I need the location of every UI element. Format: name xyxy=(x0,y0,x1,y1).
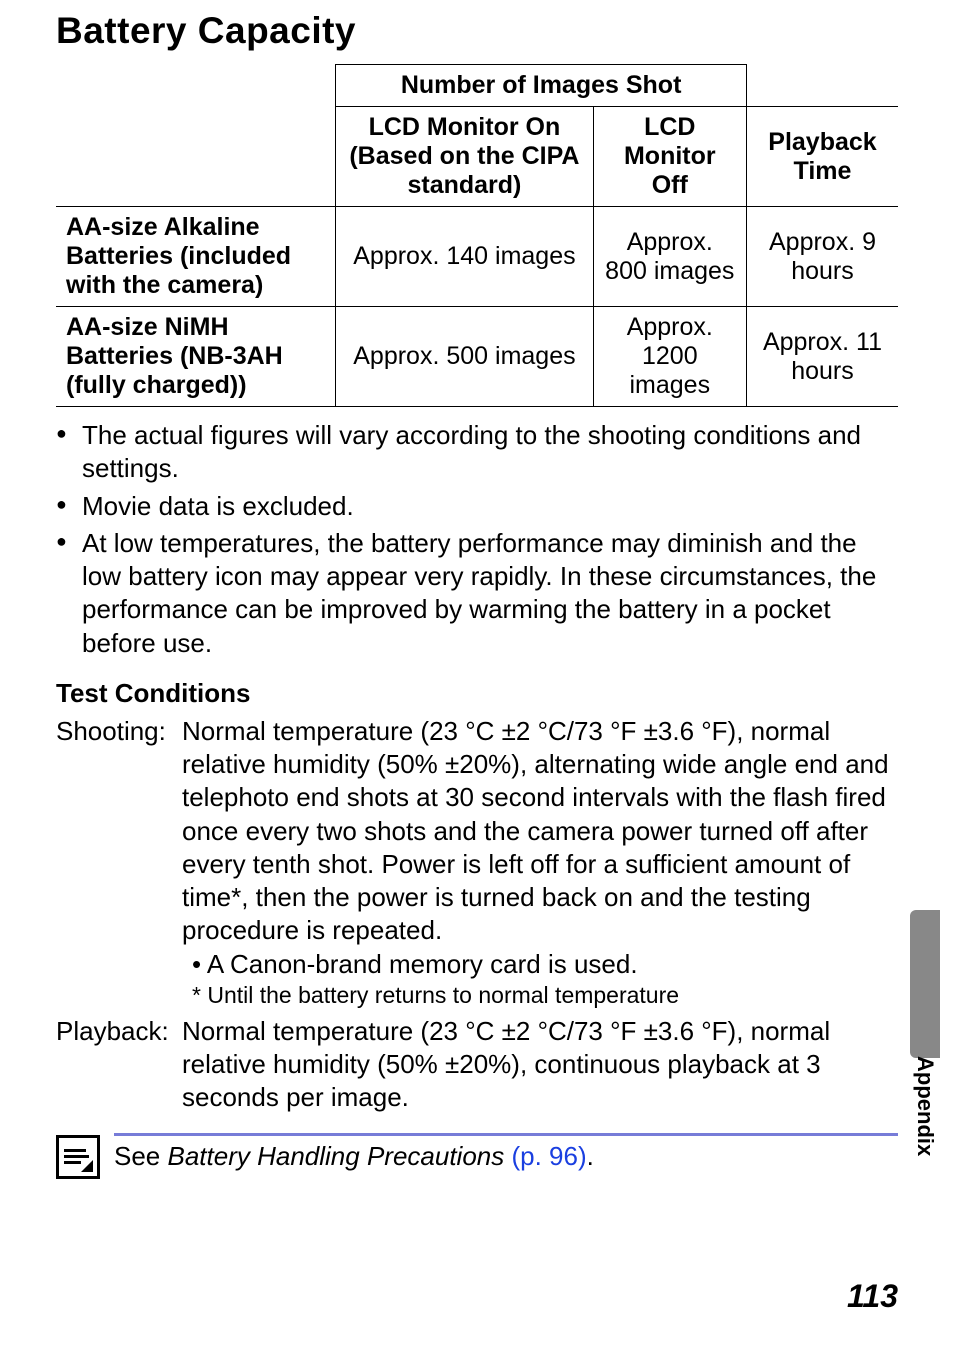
shooting-sub-bullet: • A Canon-brand memory card is used. xyxy=(182,948,898,981)
row-label: AA-size NiMH Batteries (NB-3AH (fully ch… xyxy=(56,307,336,407)
note-icon xyxy=(56,1135,100,1179)
playback-label: Playback: xyxy=(56,1015,182,1115)
reference-note: See Battery Handling Precautions (p. 96)… xyxy=(56,1135,898,1179)
note-prefix: See xyxy=(114,1141,168,1171)
shooting-body: Normal temperature (23 °C ±2 °C/73 °F ±3… xyxy=(182,715,898,1011)
cell: Approx. 11 hours xyxy=(746,307,898,407)
shooting-row: Shooting: Normal temperature (23 °C ±2 °… xyxy=(56,715,898,1011)
cell: Approx. 500 images xyxy=(336,307,593,407)
note-page-link[interactable]: (p. 96) xyxy=(504,1141,586,1171)
note-italic: Battery Handling Precautions xyxy=(168,1141,505,1171)
list-item: At low temperatures, the battery perform… xyxy=(56,527,898,660)
shooting-label: Shooting: xyxy=(56,715,182,1011)
note-text: See Battery Handling Precautions (p. 96)… xyxy=(114,1141,594,1172)
test-conditions-heading: Test Conditions xyxy=(56,678,898,709)
playback-body: Normal temperature (23 °C ±2 °C/73 °F ±3… xyxy=(182,1015,898,1115)
table-col1: LCD Monitor On (Based on the CIPA standa… xyxy=(336,107,593,207)
row-label: AA-size Alkaline Batteries (included wit… xyxy=(56,207,336,307)
table-row: AA-size NiMH Batteries (NB-3AH (fully ch… xyxy=(56,307,898,407)
battery-table: Number of Images Shot LCD Monitor On (Ba… xyxy=(56,64,898,407)
list-item: The actual figures will vary according t… xyxy=(56,419,898,486)
shooting-footnote: * Until the battery returns to normal te… xyxy=(182,981,898,1011)
note-suffix: . xyxy=(587,1141,594,1171)
table-col2: LCD Monitor Off xyxy=(593,107,746,207)
cell: Approx. 9 hours xyxy=(746,207,898,307)
table-header-group: Number of Images Shot xyxy=(336,65,747,107)
side-tab xyxy=(910,910,940,1058)
cell: Approx. 800 images xyxy=(593,207,746,307)
playback-row: Playback: Normal temperature (23 °C ±2 °… xyxy=(56,1015,898,1115)
table-header-spacer xyxy=(746,65,898,107)
notes-list: The actual figures will vary according t… xyxy=(56,419,898,660)
table-row: AA-size Alkaline Batteries (included wit… xyxy=(56,207,898,307)
side-label: Appendix xyxy=(912,1056,938,1156)
page-number: 113 xyxy=(847,1278,898,1315)
section-heading: Battery Capacity xyxy=(56,10,898,52)
list-item: Movie data is excluded. xyxy=(56,490,898,523)
table-col3: Playback Time xyxy=(746,107,898,207)
cell: Approx. 140 images xyxy=(336,207,593,307)
shooting-text: Normal temperature (23 °C ±2 °C/73 °F ±3… xyxy=(182,716,889,946)
note-divider xyxy=(114,1133,898,1136)
table-corner xyxy=(56,65,336,207)
cell: Approx. 1200 images xyxy=(593,307,746,407)
